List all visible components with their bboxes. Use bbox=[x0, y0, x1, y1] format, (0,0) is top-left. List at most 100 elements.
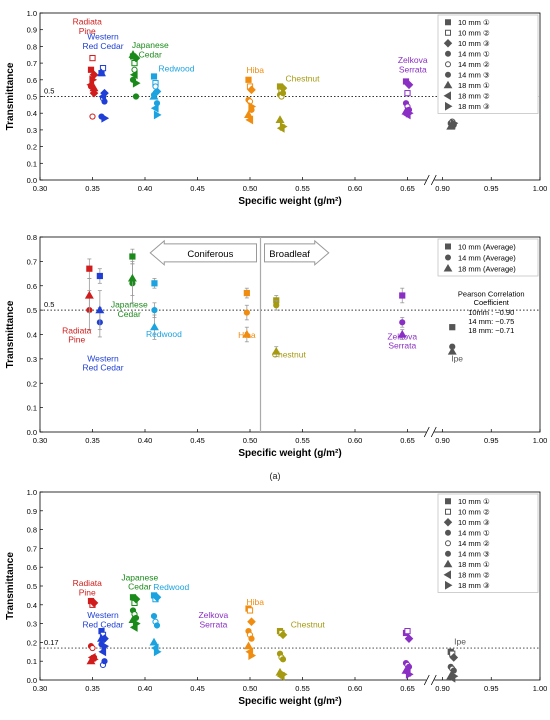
data-point bbox=[404, 90, 411, 97]
data-point bbox=[89, 54, 96, 62]
reference-line-label: 0.5 bbox=[44, 300, 54, 309]
y-tick-label: 0.7 bbox=[27, 544, 37, 553]
y-tick-label: 0.3 bbox=[27, 620, 37, 629]
x-tick-label: 0.95 bbox=[484, 436, 499, 445]
y-tick-label: 0.5 bbox=[27, 93, 37, 102]
legend-entry: 10 mm ② bbox=[458, 29, 490, 38]
y-tick-label: 0.0 bbox=[27, 428, 37, 437]
data-point bbox=[89, 113, 96, 120]
x-tick-label: 1.00 bbox=[533, 184, 548, 193]
species-label: Japanese Cedar bbox=[111, 300, 148, 319]
y-tick-label: 0.4 bbox=[27, 601, 37, 610]
y-tick-label: 0.0 bbox=[27, 676, 37, 685]
legend-entry: 14 mm ① bbox=[458, 50, 490, 59]
data-point bbox=[90, 654, 99, 664]
data-point bbox=[149, 322, 159, 331]
x-tick-label: 0.65 bbox=[400, 684, 415, 693]
series-western-red-cedar bbox=[97, 628, 110, 669]
series-redwood bbox=[149, 278, 159, 340]
data-point bbox=[97, 68, 106, 77]
x-tick-label: 0.65 bbox=[400, 436, 415, 445]
legend-marker bbox=[445, 550, 451, 557]
legend-marker bbox=[443, 91, 451, 101]
axis-break-mark bbox=[430, 174, 437, 186]
data-point bbox=[243, 289, 250, 297]
x-tick-label: 1.00 bbox=[533, 684, 548, 693]
x-tick-label: 0.60 bbox=[348, 684, 363, 693]
x-tick-label: 0.50 bbox=[243, 436, 258, 445]
data-point bbox=[95, 305, 105, 314]
figure-caption: (a) bbox=[270, 471, 281, 481]
data-point bbox=[87, 66, 95, 73]
species-label: Chestnut bbox=[285, 73, 320, 83]
x-tick-label: 0.30 bbox=[33, 684, 48, 693]
legend-entry: 14 mm ② bbox=[458, 539, 490, 548]
series-zelkova-serrata bbox=[401, 78, 414, 120]
series-ipe bbox=[447, 324, 457, 355]
x-tick-label: 0.40 bbox=[138, 184, 153, 193]
data-point bbox=[279, 90, 287, 97]
legend-entry: 10 mm ③ bbox=[458, 39, 490, 48]
x-tick-label: 0.50 bbox=[243, 184, 258, 193]
y-tick-label: 0.3 bbox=[27, 355, 37, 364]
legend-marker bbox=[443, 570, 451, 580]
data-point bbox=[275, 115, 285, 123]
legend-marker bbox=[443, 80, 453, 89]
coniferous-arrow bbox=[149, 239, 257, 266]
data-point bbox=[153, 647, 162, 657]
species-label: Ipe bbox=[454, 636, 466, 646]
x-tick-label: 0.95 bbox=[484, 184, 499, 193]
data-point bbox=[150, 103, 159, 113]
y-tick-label: 0.1 bbox=[27, 404, 37, 413]
y-tick-label: 0.6 bbox=[27, 76, 37, 85]
species-label: Redwood bbox=[159, 63, 195, 73]
data-point bbox=[149, 91, 159, 100]
data-point bbox=[399, 292, 406, 299]
data-point bbox=[404, 80, 414, 90]
legend-entry: 10 mm ① bbox=[458, 497, 490, 506]
legend-marker bbox=[445, 50, 451, 57]
x-tick-label: 0.45 bbox=[190, 436, 205, 445]
data-point bbox=[89, 75, 98, 85]
data-point bbox=[273, 302, 280, 309]
data-point bbox=[101, 658, 108, 665]
y-tick-label: 0.6 bbox=[27, 563, 37, 572]
data-point bbox=[150, 612, 158, 620]
legend-marker bbox=[445, 540, 451, 547]
series-hiba bbox=[242, 287, 252, 343]
y-axis-label: Transmittance bbox=[5, 62, 16, 130]
legend-marker bbox=[443, 559, 453, 568]
x-tick-label: 0.30 bbox=[33, 184, 48, 193]
data-point bbox=[449, 324, 456, 331]
data-point bbox=[153, 622, 161, 629]
y-tick-label: 0.7 bbox=[27, 59, 37, 68]
data-point bbox=[244, 641, 253, 650]
legend-marker bbox=[445, 498, 451, 505]
x-tick-label: 0.40 bbox=[138, 684, 153, 693]
legend-entry: 14 mm ③ bbox=[458, 550, 490, 559]
legend-marker bbox=[445, 529, 451, 536]
data-point bbox=[279, 656, 287, 663]
data-point bbox=[242, 329, 252, 338]
data-point bbox=[248, 635, 255, 642]
series-radiata-pine bbox=[84, 258, 94, 331]
legend-marker bbox=[443, 518, 453, 527]
data-point bbox=[245, 76, 252, 83]
y-tick-label: 0.8 bbox=[27, 42, 37, 51]
y-tick-label: 0.5 bbox=[27, 306, 37, 315]
data-point bbox=[247, 85, 256, 95]
series-redwood bbox=[149, 592, 162, 657]
series-ipe bbox=[446, 648, 459, 683]
data-point bbox=[89, 598, 99, 608]
series-western-red-cedar bbox=[97, 65, 110, 123]
y-tick-label: 0.1 bbox=[27, 159, 37, 168]
legend-entry: 14 mm (Average) bbox=[458, 253, 516, 262]
species-label: Redwood bbox=[153, 582, 189, 592]
legend-entry: 18 mm ① bbox=[458, 81, 490, 90]
legend-box bbox=[437, 238, 539, 277]
y-tick-label: 0.2 bbox=[27, 638, 37, 647]
legend-marker bbox=[445, 508, 451, 515]
series-chestnut bbox=[271, 295, 281, 357]
legend-box bbox=[437, 493, 539, 593]
